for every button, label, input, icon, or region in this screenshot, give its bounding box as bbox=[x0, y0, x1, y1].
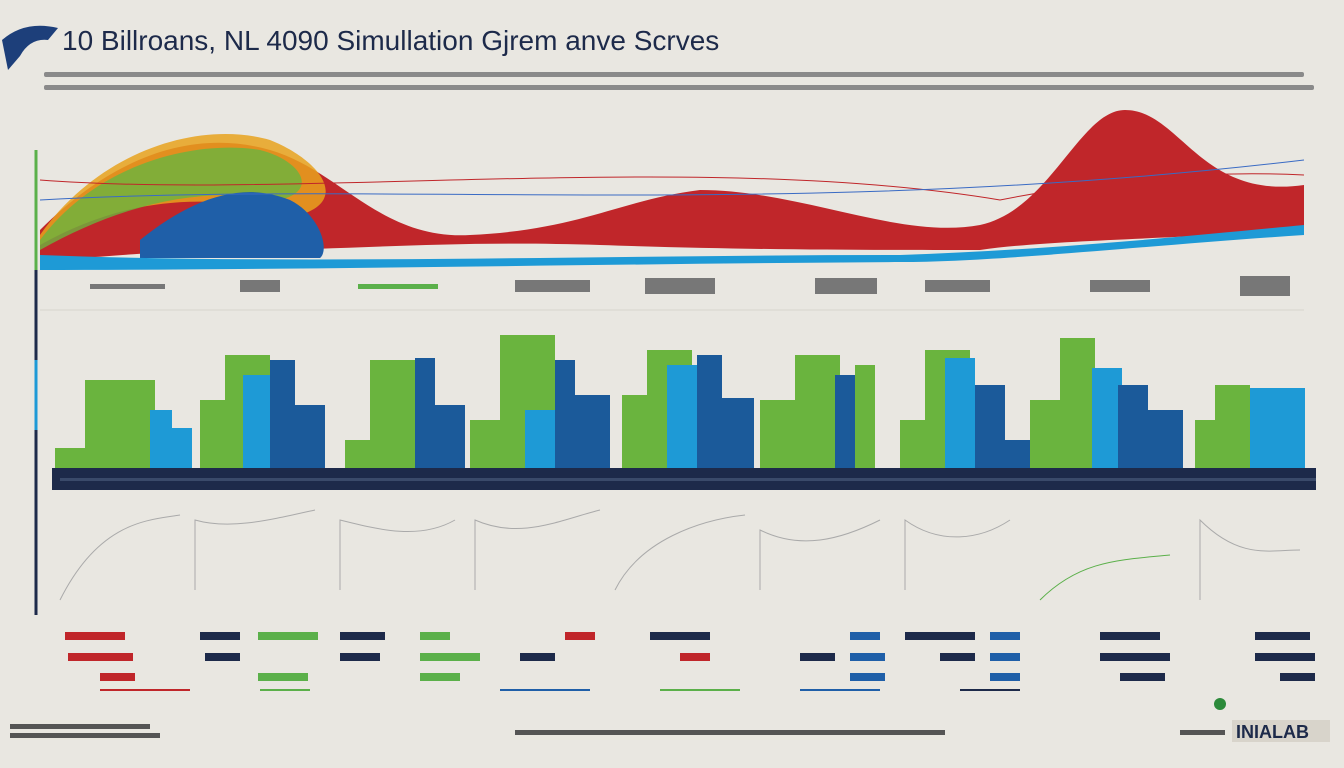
title: 10 Billroans, NL 4090 Simullation Gjrem … bbox=[62, 25, 719, 56]
brand-box bbox=[1232, 720, 1330, 742]
brand: INIALAB bbox=[1236, 722, 1309, 742]
label-row bbox=[90, 276, 1290, 296]
subtitle bbox=[44, 72, 1314, 90]
footer-text bbox=[10, 724, 1225, 738]
logo bbox=[2, 25, 58, 70]
number-rows bbox=[65, 632, 1315, 691]
wave-chart bbox=[39, 110, 1305, 270]
small-panels bbox=[59, 509, 1301, 601]
indicator bbox=[1214, 698, 1226, 710]
bar-chart bbox=[52, 335, 1316, 490]
